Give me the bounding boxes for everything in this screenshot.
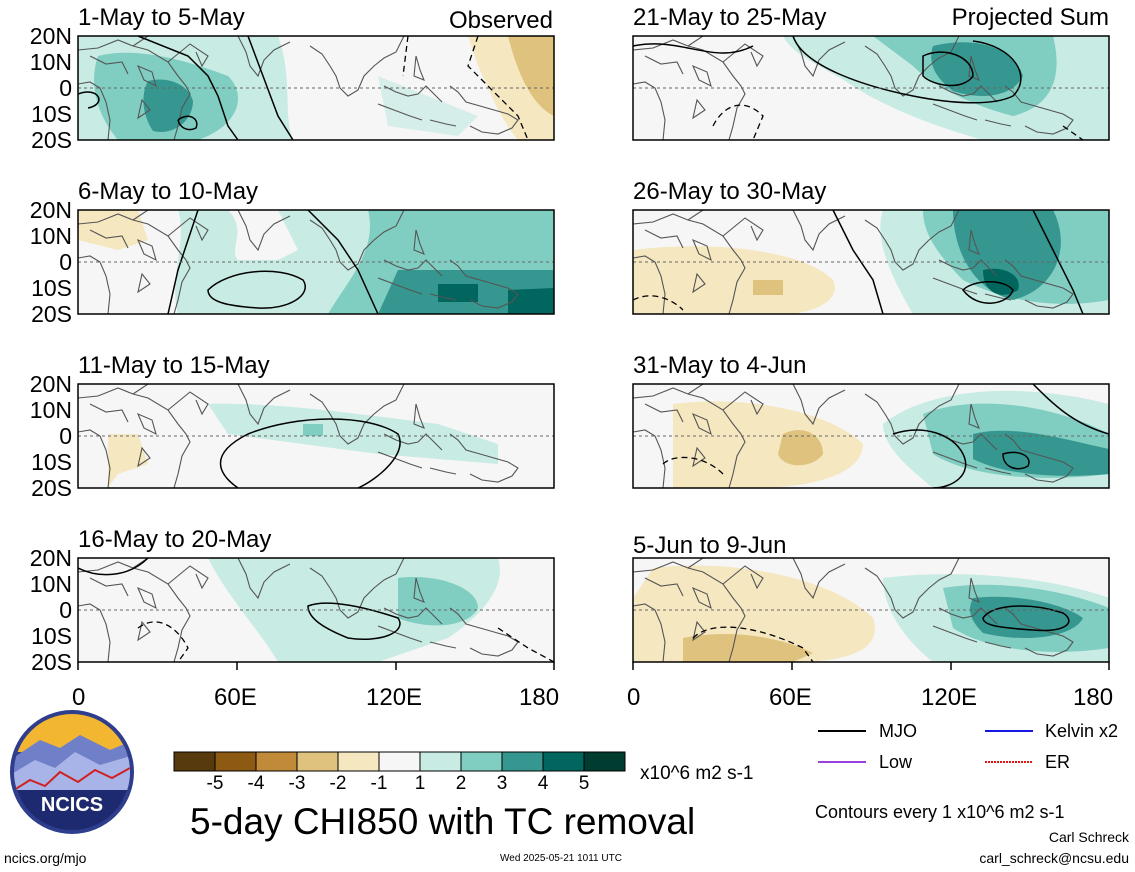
panel-5-map — [632, 35, 1110, 141]
lat-label-row4-1: 10N — [29, 571, 72, 597]
colorbar-label-8: 4 — [537, 773, 549, 794]
column-label-projected: Projected Sum — [951, 4, 1109, 31]
colorbar-swatch-3 — [296, 751, 339, 772]
panel-6-period: 26-May to 30-May — [633, 178, 827, 205]
lon-tick-left-60e: 60E — [214, 684, 257, 711]
panel-4-period: 16-May to 20-May — [78, 526, 272, 553]
units-label: x10^6 m2 s-1 — [640, 763, 754, 784]
column-label-observed: Observed — [448, 7, 553, 34]
x-axis-ticks — [77, 662, 1110, 670]
lat-label-row2-1: 10N — [29, 223, 72, 249]
lon-tick-left-180: 180 — [519, 684, 560, 711]
colorbar-swatch-6 — [419, 751, 462, 772]
lat-label-row2-3: 10S — [31, 275, 72, 301]
lat-label-row3-4: 20S — [31, 475, 72, 501]
panel-2-map — [77, 209, 555, 315]
contour-note: Contours every 1 x10^6 m2 s-1 — [815, 802, 1065, 822]
colorbar-swatch-1 — [214, 751, 257, 772]
lon-tick-right-120e: 120E — [921, 684, 978, 711]
lat-label-row2-0: 20N — [29, 197, 72, 223]
lat-label-row1-4: 20S — [31, 127, 72, 153]
lat-label-row2-4: 20S — [31, 301, 72, 327]
lat-label-row3-2: 0 — [59, 423, 72, 449]
lat-label-row1-3: 10S — [31, 101, 72, 127]
panel-8-map — [632, 557, 1110, 663]
colorbar-label-5: 1 — [414, 773, 426, 794]
author-email: carl_schreck@ncsu.edu — [979, 850, 1129, 866]
legend-mjo-label: MJO — [879, 721, 917, 741]
lat-label-row4-2: 0 — [59, 597, 72, 623]
ncics-logo: NCICS — [10, 710, 134, 834]
lat-label-row3-0: 20N — [29, 371, 72, 397]
panel-2-period: 6-May to 10-May — [78, 178, 259, 205]
colorbar-swatch-5 — [378, 751, 421, 772]
panel-6-map — [632, 209, 1110, 315]
panel-8-period: 5-Jun to 9-Jun — [633, 532, 787, 559]
author: Carl Schreck — [1048, 829, 1129, 845]
panel-4-map — [77, 557, 555, 663]
colorbar-label-6: 2 — [455, 773, 467, 794]
lat-label-row2-2: 0 — [59, 249, 72, 275]
colorbar-swatch-4 — [337, 751, 380, 772]
website-link[interactable]: ncics.org/mjo — [4, 850, 87, 866]
logo-text: NCICS — [41, 794, 103, 816]
colorbar-label-9: 5 — [578, 773, 590, 794]
lon-tick-right-60e: 60E — [769, 684, 812, 711]
lon-tick-right-180: 180 — [1073, 684, 1114, 711]
colorbar-label-0: -5 — [206, 773, 224, 794]
colorbar-label-4: -1 — [370, 773, 388, 794]
colorbar-label-1: -4 — [247, 773, 265, 794]
figure-title: 5-day CHI850 with TC removal — [190, 801, 696, 842]
lat-label-row1-1: 10N — [29, 49, 72, 75]
lat-label-row4-0: 20N — [29, 545, 72, 571]
lon-tick-left-0: 0 — [72, 684, 86, 711]
panel-5-period: 21-May to 25-May — [633, 4, 827, 31]
panel-1-map — [77, 35, 555, 141]
colorbar-label-7: 3 — [496, 773, 508, 794]
lat-label-row3-3: 10S — [31, 449, 72, 475]
legend-er-label: ER — [1045, 752, 1071, 772]
colorbar-label-2: -3 — [288, 773, 306, 794]
lat-label-row3-1: 10N — [29, 397, 72, 423]
lat-label-row1-0: 20N — [29, 23, 72, 49]
panel-7-period: 31-May to 4-Jun — [633, 352, 807, 379]
colorbar — [173, 751, 626, 772]
colorbar-swatch-10 — [583, 751, 626, 772]
lat-label-row4-3: 10S — [31, 623, 72, 649]
colorbar-swatch-9 — [542, 751, 585, 772]
lon-tick-right-0: 0 — [627, 684, 641, 711]
panel-3-period: 11-May to 15-May — [78, 352, 270, 379]
lon-tick-left-120e: 120E — [366, 684, 423, 711]
timestamp: Wed 2025-05-21 1011 UTC — [500, 853, 622, 864]
lat-label-row1-2: 0 — [59, 75, 72, 101]
legend-kelvin-label: Kelvin x2 — [1045, 721, 1119, 741]
colorbar-swatch-2 — [255, 751, 298, 772]
lat-label-row4-4: 20S — [31, 649, 72, 675]
colorbar-swatch-7 — [460, 751, 503, 772]
panel-3-map — [77, 383, 555, 489]
colorbar-swatch-0 — [173, 751, 216, 772]
colorbar-label-3: -2 — [329, 773, 347, 794]
colorbar-swatch-8 — [501, 751, 544, 772]
legend-low-label: Low — [879, 752, 913, 772]
panel-1-period: 1-May to 5-May — [78, 4, 245, 31]
panel-7-map — [632, 383, 1110, 489]
